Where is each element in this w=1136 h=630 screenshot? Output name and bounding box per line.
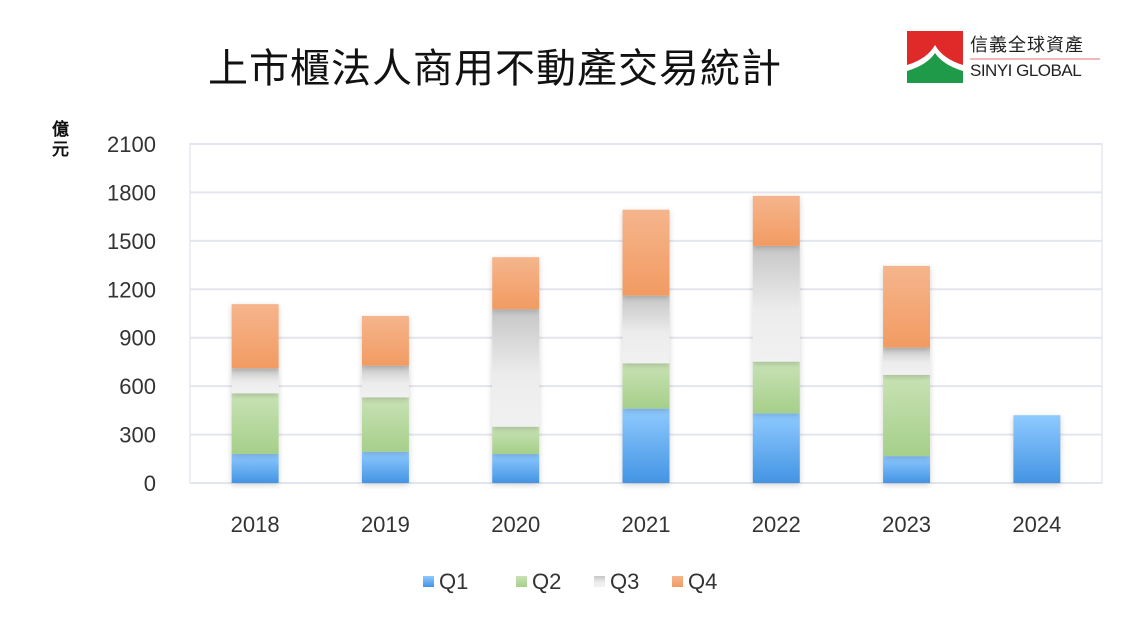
bar-2023-Q2 (883, 374, 931, 457)
y-tick-label: 1500 (107, 229, 156, 254)
bar-2023-Q4 (883, 265, 931, 348)
bar-2018-Q2 (231, 393, 279, 454)
bar-2020-Q3 (492, 309, 540, 427)
bar-2023-Q3 (883, 347, 931, 375)
legend-swatch (516, 576, 527, 587)
bar-2019-Q3 (361, 365, 409, 398)
legend-item-Q4: Q4 (672, 569, 717, 594)
y-tick-label: 1800 (107, 180, 156, 205)
legend-swatch (423, 576, 434, 587)
bar-2020-Q4 (492, 257, 540, 310)
bar-2022-Q1 (752, 413, 800, 483)
bar-2019-Q4 (361, 315, 409, 366)
bar-2021-Q4 (622, 209, 670, 296)
x-tick-label: 2023 (882, 512, 931, 537)
legend-label: Q1 (439, 569, 468, 594)
logo-english-text: SINYI GLOBAL (970, 61, 1082, 80)
bar-2019-Q1 (361, 451, 409, 483)
x-tick-label: 2024 (1012, 512, 1061, 537)
sinyi-global-logo: 信義全球資產 SINYI GLOBAL (907, 31, 1103, 83)
x-tick-label: 2020 (491, 512, 540, 537)
legend-item-Q2: Q2 (516, 569, 561, 594)
legend-item-Q1: Q1 (423, 569, 468, 594)
bar-2022-Q4 (752, 195, 800, 246)
logo-chinese-text: 信義全球資產 (970, 35, 1084, 56)
bar-2022-Q2 (752, 361, 800, 414)
y-axis-unit-label: 億元 (52, 120, 69, 160)
y-tick-label: 300 (119, 423, 156, 448)
legend-label: Q2 (532, 569, 561, 594)
bar-2022-Q3 (752, 245, 800, 362)
bar-2018-Q3 (231, 368, 279, 394)
legend-swatch (672, 576, 683, 587)
x-tick-label: 2019 (361, 512, 410, 537)
legend-swatch (594, 576, 605, 587)
y-tick-label: 900 (119, 326, 156, 351)
legend-label: Q4 (688, 569, 717, 594)
legend-item-Q3: Q3 (594, 569, 639, 594)
bar-2021-Q1 (622, 408, 670, 483)
bar-2020-Q2 (492, 426, 540, 454)
legend-label: Q3 (610, 569, 639, 594)
y-tick-label: 1200 (107, 277, 156, 302)
logo-divider (970, 58, 1100, 60)
y-tick-label: 2100 (107, 132, 156, 157)
x-tick-label: 2022 (752, 512, 801, 537)
bar-2023-Q1 (883, 456, 931, 483)
bar-2020-Q1 (492, 453, 540, 483)
bar-2021-Q3 (622, 295, 670, 364)
logo-mark-icon (907, 31, 963, 83)
x-tick-label: 2018 (231, 512, 280, 537)
bar-2018-Q1 (231, 453, 279, 483)
x-tick-label: 2021 (622, 512, 671, 537)
bar-2021-Q2 (622, 363, 670, 409)
chart-title: 上市櫃法人商用不動產交易統計 (208, 46, 782, 92)
bar-2019-Q2 (361, 397, 409, 452)
bar-2024-Q1 (1013, 415, 1061, 483)
bar-2018-Q4 (231, 304, 279, 369)
y-tick-label: 600 (119, 374, 156, 399)
y-tick-label: 0 (144, 471, 156, 496)
